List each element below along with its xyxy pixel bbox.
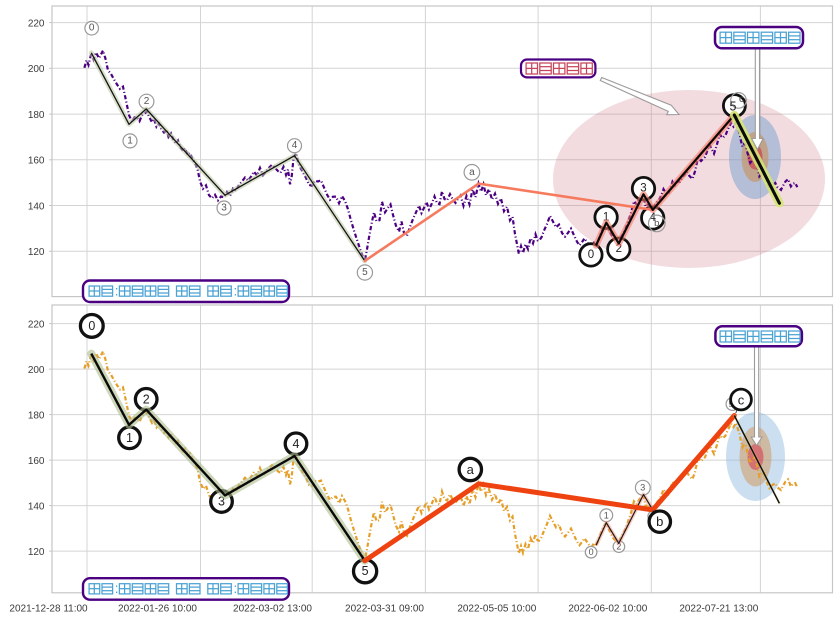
- svg-text:3: 3: [640, 483, 645, 493]
- svg-text:2022-06-02 10:00: 2022-06-02 10:00: [568, 604, 647, 615]
- svg-text:b: b: [654, 218, 659, 229]
- svg-text:3: 3: [640, 183, 646, 195]
- svg-text:160: 160: [28, 456, 45, 467]
- svg-text:180: 180: [28, 411, 45, 422]
- svg-text::: :: [115, 581, 119, 596]
- svg-text:200: 200: [28, 64, 45, 75]
- svg-text:120: 120: [28, 547, 45, 558]
- svg-text:120: 120: [28, 247, 45, 258]
- svg-text:2022-07-21 13:00: 2022-07-21 13:00: [679, 604, 758, 615]
- svg-text:0: 0: [88, 319, 95, 333]
- svg-text:4: 4: [293, 437, 300, 451]
- svg-text:2021-12-28 11:00: 2021-12-28 11:00: [9, 604, 88, 615]
- svg-text:2022-01-26 10:00: 2022-01-26 10:00: [118, 604, 197, 615]
- svg-text:2: 2: [143, 392, 150, 406]
- svg-text:b: b: [656, 514, 663, 529]
- svg-text:140: 140: [28, 502, 45, 513]
- svg-text:5: 5: [362, 267, 368, 278]
- svg-text::: :: [234, 581, 238, 596]
- svg-text:2022-03-02 13:00: 2022-03-02 13:00: [233, 604, 312, 615]
- svg-text:220: 220: [28, 19, 45, 30]
- svg-text:4: 4: [649, 212, 656, 224]
- svg-text:0: 0: [89, 23, 95, 34]
- svg-text::: :: [115, 283, 119, 298]
- svg-text::: :: [234, 283, 238, 298]
- svg-text:2: 2: [144, 96, 150, 107]
- svg-text:2022-03-31 09:00: 2022-03-31 09:00: [345, 604, 424, 615]
- svg-text:2: 2: [616, 542, 621, 552]
- svg-text:160: 160: [28, 156, 45, 167]
- svg-text:2: 2: [616, 243, 622, 255]
- svg-text:140: 140: [28, 201, 45, 212]
- svg-text:1: 1: [126, 431, 133, 445]
- svg-text:4: 4: [292, 140, 298, 151]
- svg-text:180: 180: [28, 110, 45, 121]
- svg-text:2022-05-05 10:00: 2022-05-05 10:00: [457, 604, 536, 615]
- svg-text:3: 3: [221, 203, 227, 214]
- svg-text:3: 3: [218, 495, 225, 509]
- svg-text:0: 0: [588, 249, 594, 261]
- svg-text:5: 5: [362, 564, 369, 578]
- svg-text:220: 220: [28, 320, 45, 331]
- svg-text:5: 5: [730, 100, 737, 114]
- svg-text:a: a: [469, 167, 475, 178]
- svg-text:c: c: [739, 94, 744, 105]
- svg-text:1: 1: [603, 211, 609, 223]
- svg-text:200: 200: [28, 365, 45, 376]
- svg-text:1: 1: [604, 510, 609, 520]
- svg-text:0: 0: [589, 547, 594, 557]
- svg-text:c: c: [738, 393, 745, 408]
- svg-text:1: 1: [127, 135, 133, 146]
- svg-text:a: a: [467, 462, 475, 477]
